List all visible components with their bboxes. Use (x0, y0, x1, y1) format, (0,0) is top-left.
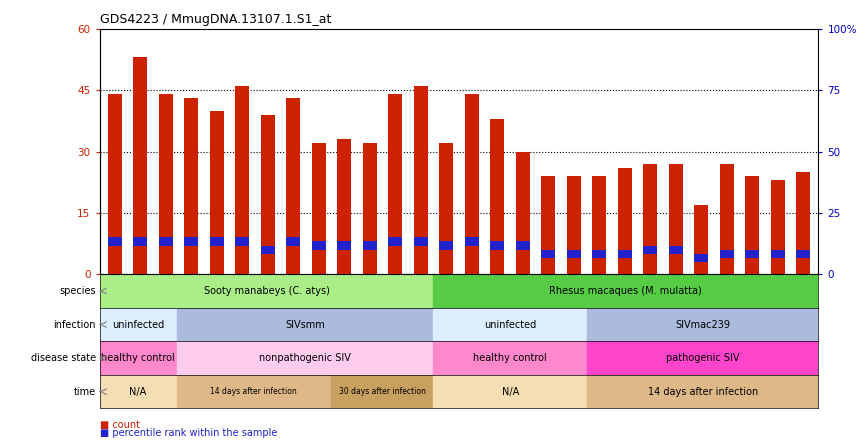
Bar (108, 94, 122, 274)
Bar (414, 86, 428, 274)
Bar (515, 151, 530, 274)
Bar (669, 164, 682, 274)
Text: Sooty manabeys (C. atys): Sooty manabeys (C. atys) (204, 286, 329, 296)
Bar (643, 246, 657, 254)
Bar (465, 94, 479, 274)
Bar (669, 246, 682, 254)
Text: uninfected: uninfected (484, 320, 536, 329)
Bar (184, 99, 198, 274)
Bar (465, 238, 479, 246)
Bar (133, 57, 147, 274)
Bar (695, 254, 708, 262)
Bar (210, 111, 223, 274)
Text: time: time (74, 387, 96, 396)
Bar (414, 238, 428, 246)
Bar (490, 119, 504, 274)
Bar (100, 308, 177, 341)
Bar (177, 308, 433, 341)
Bar (720, 250, 734, 258)
Bar (796, 250, 810, 258)
Bar (133, 238, 147, 246)
Text: pathogenic SIV: pathogenic SIV (666, 353, 740, 363)
Bar (771, 250, 785, 258)
Bar (745, 250, 759, 258)
Bar (771, 180, 785, 274)
Bar (433, 308, 587, 341)
Bar (261, 115, 275, 274)
Text: Rhesus macaques (M. mulatta): Rhesus macaques (M. mulatta) (549, 286, 702, 296)
Bar (312, 242, 326, 250)
Bar (287, 238, 301, 246)
Text: GDS4223 / MmugDNA.13107.1.S1_at: GDS4223 / MmugDNA.13107.1.S1_at (100, 13, 331, 26)
Bar (236, 86, 249, 274)
Bar (587, 375, 818, 408)
Bar (287, 99, 301, 274)
Bar (236, 238, 249, 246)
Text: uninfected: uninfected (112, 320, 165, 329)
Bar (100, 341, 177, 375)
Bar (337, 242, 352, 250)
Bar (643, 164, 657, 274)
Text: disease state: disease state (31, 353, 96, 363)
Text: ■ percentile rank within the sample: ■ percentile rank within the sample (100, 428, 277, 438)
Bar (541, 250, 555, 258)
Bar (566, 250, 581, 258)
Bar (100, 375, 177, 408)
Text: ■ count: ■ count (100, 420, 139, 430)
Bar (158, 94, 173, 274)
Bar (312, 143, 326, 274)
Bar (592, 176, 606, 274)
Bar (720, 164, 734, 274)
Bar (587, 341, 818, 375)
Bar (100, 274, 433, 308)
Text: 30 days after infection: 30 days after infection (339, 387, 425, 396)
Bar (745, 176, 759, 274)
Bar (592, 250, 606, 258)
Bar (796, 172, 810, 274)
Text: nonpathogenic SIV: nonpathogenic SIV (259, 353, 351, 363)
Text: N/A: N/A (130, 387, 146, 396)
Bar (587, 308, 818, 341)
Bar (439, 143, 453, 274)
Text: SIVmac239: SIVmac239 (675, 320, 730, 329)
Bar (541, 176, 555, 274)
Bar (108, 238, 122, 246)
Bar (388, 94, 403, 274)
Bar (515, 242, 530, 250)
Bar (566, 176, 581, 274)
Text: healthy control: healthy control (101, 353, 175, 363)
Text: N/A: N/A (501, 387, 519, 396)
Bar (177, 375, 331, 408)
Bar (695, 205, 708, 274)
Text: healthy control: healthy control (474, 353, 547, 363)
Bar (261, 246, 275, 254)
Bar (388, 238, 403, 246)
Bar (210, 238, 223, 246)
Bar (439, 242, 453, 250)
Bar (331, 375, 433, 408)
Text: species: species (60, 286, 96, 296)
Bar (158, 238, 173, 246)
Text: infection: infection (54, 320, 96, 329)
Text: 14 days after infection: 14 days after infection (648, 387, 758, 396)
Text: SIVsmm: SIVsmm (285, 320, 325, 329)
Bar (433, 341, 587, 375)
Bar (363, 143, 377, 274)
Bar (184, 238, 198, 246)
Text: 14 days after infection: 14 days after infection (210, 387, 297, 396)
Bar (617, 250, 631, 258)
Bar (617, 168, 631, 274)
Bar (363, 242, 377, 250)
Bar (177, 341, 433, 375)
Bar (433, 274, 818, 308)
Bar (490, 242, 504, 250)
Bar (337, 139, 352, 274)
Bar (433, 375, 587, 408)
